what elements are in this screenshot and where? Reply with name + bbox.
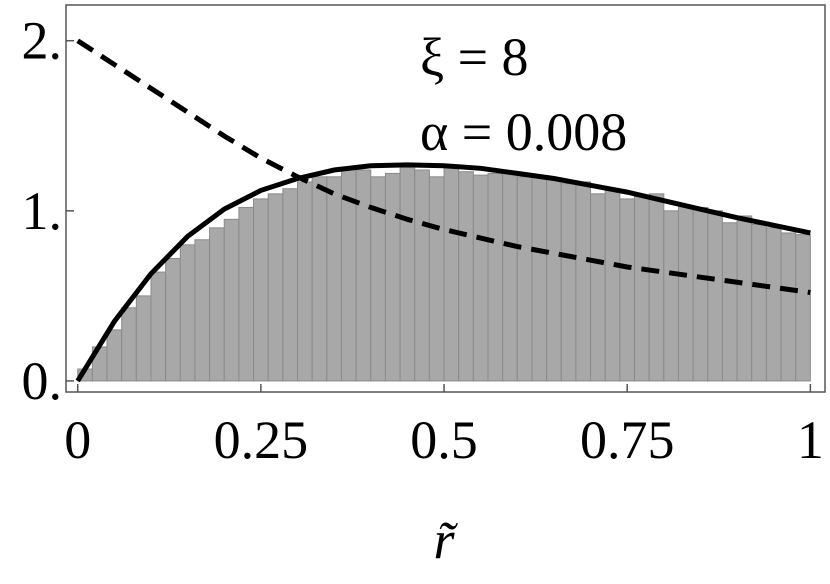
- histogram-bar: [590, 193, 606, 382]
- histogram-bar: [560, 183, 577, 382]
- histogram-bar: [428, 176, 445, 382]
- histogram-bar: [619, 198, 636, 382]
- histogram-bar: [472, 174, 489, 382]
- histogram-bar: [165, 257, 181, 382]
- histogram-bar: [311, 176, 328, 382]
- histogram-bar: [780, 232, 797, 382]
- histogram-bar: [736, 215, 753, 382]
- annotation: α = 0.008: [420, 102, 627, 162]
- solid-curve: [75, 162, 811, 383]
- histogram-bar: [326, 176, 342, 382]
- y-tick-label: 1.: [22, 181, 63, 241]
- histogram-bar: [443, 164, 460, 382]
- x-tick-label: 0.25: [214, 410, 309, 470]
- histogram-bar: [487, 172, 504, 382]
- x-axis-label: r̃: [433, 510, 458, 570]
- histogram-bar: [707, 210, 723, 382]
- histogram-bar: [121, 307, 137, 382]
- x-tick-label: 0.75: [580, 410, 675, 470]
- annotation: ξ = 8: [420, 27, 529, 87]
- histogram-bar: [531, 176, 548, 382]
- plot-frame: [65, 4, 826, 393]
- histogram-bar: [721, 222, 738, 382]
- histogram-bar: [604, 189, 621, 382]
- histogram-bar: [751, 223, 767, 382]
- histogram-bar: [150, 271, 167, 382]
- histogram-bar: [267, 193, 284, 382]
- histogram-bar: [458, 171, 474, 382]
- dashed-curve: [76, 38, 811, 295]
- histogram-bar: [238, 206, 255, 382]
- histogram-bar: [663, 210, 679, 382]
- histogram-bar: [575, 181, 592, 382]
- y-tick-label: 0.: [22, 351, 63, 411]
- histogram-bar: [692, 206, 709, 382]
- histogram-bar: [209, 227, 225, 382]
- histogram-bar: [634, 195, 650, 382]
- histogram-bar: [765, 227, 782, 382]
- histogram-bar: [399, 164, 416, 382]
- histogram-bar: [384, 172, 401, 382]
- plot-area: [77, 164, 811, 382]
- histogram-bar: [648, 193, 665, 382]
- histogram-bar: [253, 198, 269, 382]
- histogram-bar: [282, 188, 299, 382]
- histogram-bar: [516, 176, 533, 382]
- y-tick-label: 2.: [22, 11, 63, 71]
- histogram-bar: [223, 218, 240, 382]
- histogram-bar: [677, 205, 694, 382]
- x-tick-label: 0.5: [410, 410, 478, 470]
- histogram-bar: [194, 239, 211, 382]
- x-tick-label: 1: [797, 410, 824, 470]
- x-tick-label: 0: [64, 410, 91, 470]
- histogram-bar: [502, 172, 518, 382]
- histogram-bar: [106, 329, 123, 382]
- histogram-bar: [135, 295, 152, 382]
- histogram-bar: [179, 244, 196, 382]
- histogram-bar: [546, 178, 562, 382]
- histogram-bar: [795, 234, 811, 382]
- histogram-bar: [297, 181, 313, 382]
- histogram-bar: [414, 169, 430, 382]
